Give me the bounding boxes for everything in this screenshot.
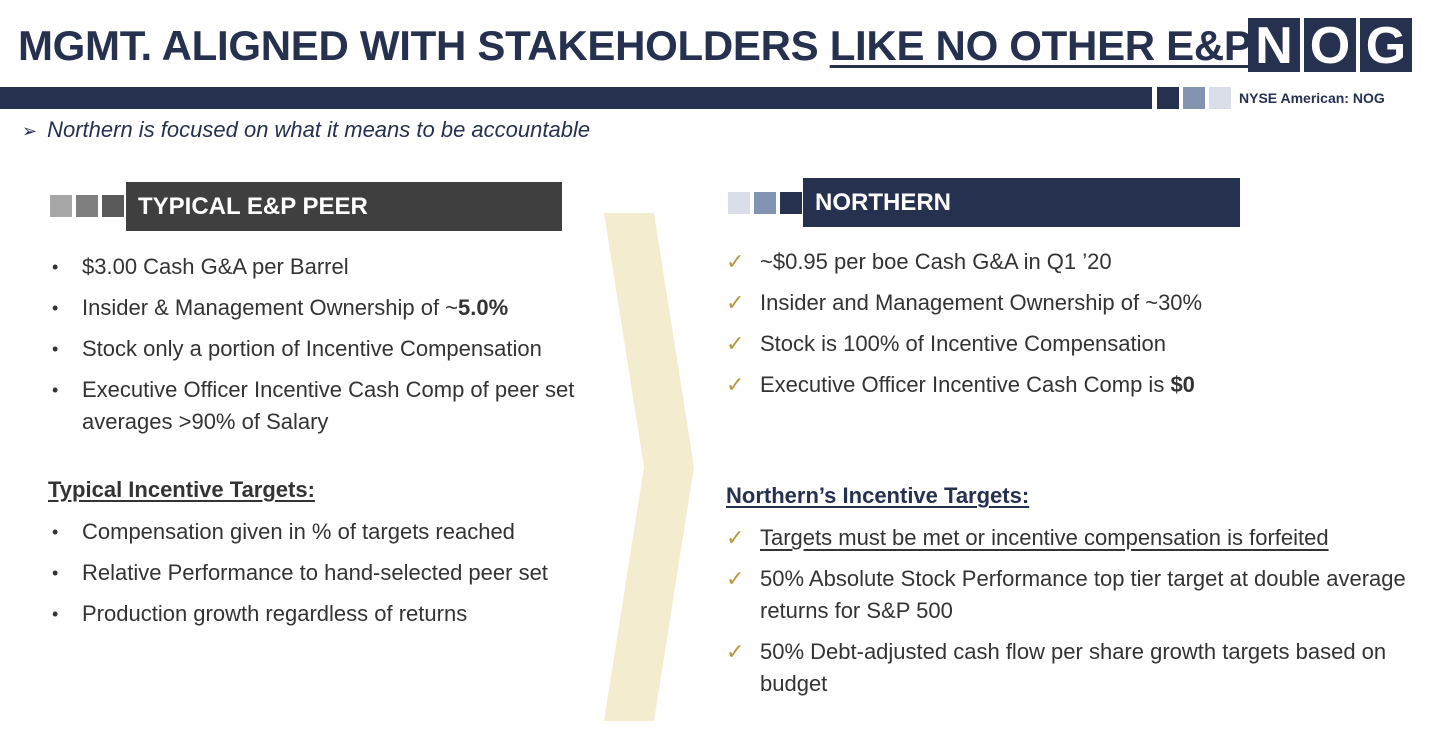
right-header-squares [728, 192, 802, 214]
left-bullet-list: • $3.00 Cash G&A per Barrel • Insider & Ma… [48, 251, 608, 447]
subtitle-text: Northern is focused on what it means to … [47, 117, 591, 142]
left-square-dark [102, 195, 124, 217]
header-band [0, 87, 1152, 109]
page-title: MGMT. ALIGNED WITH STAKEHOLDERS LIKE NO … [18, 22, 1252, 70]
bullet-icon: • [52, 563, 59, 583]
right-check-text: ~$0.95 per boe Cash G&A in Q1 ’20 [760, 249, 1112, 274]
right-target-text: 50% Debt-adjusted cash flow per share gr… [760, 639, 1387, 696]
bullet-icon: • [52, 257, 59, 277]
left-bullet-item: • Stock only a portion of Incentive Compe… [48, 333, 608, 365]
check-icon: ✓ [726, 525, 745, 550]
right-targets-list: ✓ Targets must be met or incentive compen… [726, 522, 1416, 709]
right-target-text: Targets must be met or incentive compens… [760, 525, 1329, 550]
right-check-item: ✓ Insider and Management Ownership of ~30… [726, 287, 1416, 319]
left-targets-heading: Typical Incentive Targets: [48, 477, 315, 502]
check-icon: ✓ [726, 372, 745, 397]
left-header-squares [50, 195, 124, 217]
nog-logo: N O G [1248, 18, 1412, 74]
check-icon: ✓ [726, 566, 745, 591]
logo-letter-g: G [1360, 18, 1412, 74]
left-target-text: Relative Performance to hand-selected pe… [82, 560, 548, 585]
left-square-light [50, 195, 72, 217]
arrow-bullet-icon: ➢ [22, 121, 38, 141]
right-target-item: ✓ 50% Absolute Stock Performance top tier… [726, 563, 1416, 627]
band-square-mid [1183, 87, 1205, 109]
right-check-emphasis: $0 [1170, 372, 1195, 397]
left-bullet-text: Executive Officer Incentive Cash Comp of… [82, 377, 575, 434]
right-check-text: Executive Officer Incentive Cash Comp is [760, 372, 1171, 397]
right-target-item: ✓ Targets must be met or incentive compen… [726, 522, 1416, 554]
right-square-light [728, 192, 750, 214]
right-target-item: ✓ 50% Debt-adjusted cash flow per share g… [726, 636, 1416, 700]
check-icon: ✓ [726, 331, 745, 356]
right-check-item: ✓ Executive Officer Incentive Cash Comp i… [726, 369, 1416, 401]
right-target-text: 50% Absolute Stock Performance top tier … [760, 566, 1406, 623]
band-square-light [1209, 87, 1231, 109]
band-square-dark [1157, 87, 1179, 109]
left-square-mid [76, 195, 98, 217]
left-target-item: • Relative Performance to hand-selected p… [48, 557, 628, 589]
right-check-text: Stock is 100% of Incentive Compensation [760, 331, 1167, 356]
logo-letter-o: O [1304, 18, 1356, 74]
bullet-icon: • [52, 339, 59, 359]
right-section-header: NORTHERN [803, 178, 1240, 227]
left-target-item: • Production growth regardless of returns [48, 598, 628, 630]
right-targets-heading: Northern’s Incentive Targets: [726, 483, 1030, 508]
left-bullet-emphasis: 5.0% [458, 295, 509, 320]
left-target-item: • Compensation given in % of targets reac… [48, 516, 628, 548]
right-square-dark [780, 192, 802, 214]
left-target-text: Compensation given in % of targets reach… [82, 519, 515, 544]
title-text: MGMT. ALIGNED WITH STAKEHOLDERS [18, 22, 830, 69]
left-bullet-item: • Executive Officer Incentive Cash Comp o… [48, 374, 608, 438]
right-square-mid [754, 192, 776, 214]
left-bullet-item: • Insider & Management Ownership of ~5.0% [48, 292, 608, 324]
left-bullet-text: $3.00 Cash G&A per Barrel [82, 254, 349, 279]
exchange-label: NYSE American: NOG [1239, 90, 1385, 106]
check-icon: ✓ [726, 639, 745, 664]
bullet-icon: • [52, 604, 59, 624]
right-check-item: ✓ Stock is 100% of Incentive Compensation [726, 328, 1416, 360]
left-section-header: TYPICAL E&P PEER [126, 182, 562, 231]
bullet-icon: • [52, 298, 59, 318]
bullet-icon: • [52, 522, 59, 542]
right-check-text: Insider and Management Ownership of ~30% [760, 290, 1203, 315]
right-check-item: ✓ ~$0.95 per boe Cash G&A in Q1 ’20 [726, 246, 1416, 278]
subtitle: ➢ Northern is focused on what it means to… [22, 117, 590, 143]
left-bullet-item: • $3.00 Cash G&A per Barrel [48, 251, 608, 283]
bullet-icon: • [52, 380, 59, 400]
left-bullet-text: Insider & Management Ownership of ~ [82, 295, 459, 320]
right-header-label: NORTHERN [815, 188, 951, 216]
left-target-text: Production growth regardless of returns [82, 601, 468, 626]
left-bullet-text: Stock only a portion of Incentive Compen… [82, 336, 542, 361]
title-underlined-text: LIKE NO OTHER E&P [829, 22, 1252, 69]
left-header-label: TYPICAL E&P PEER [138, 192, 368, 220]
chevron-divider-icon [604, 213, 694, 721]
check-icon: ✓ [726, 290, 745, 315]
check-icon: ✓ [726, 249, 745, 274]
right-check-list: ✓ ~$0.95 per boe Cash G&A in Q1 ’20 ✓ Insi… [726, 246, 1416, 410]
left-targets-list: • Compensation given in % of targets reac… [48, 516, 628, 639]
logo-letter-n: N [1248, 18, 1300, 74]
